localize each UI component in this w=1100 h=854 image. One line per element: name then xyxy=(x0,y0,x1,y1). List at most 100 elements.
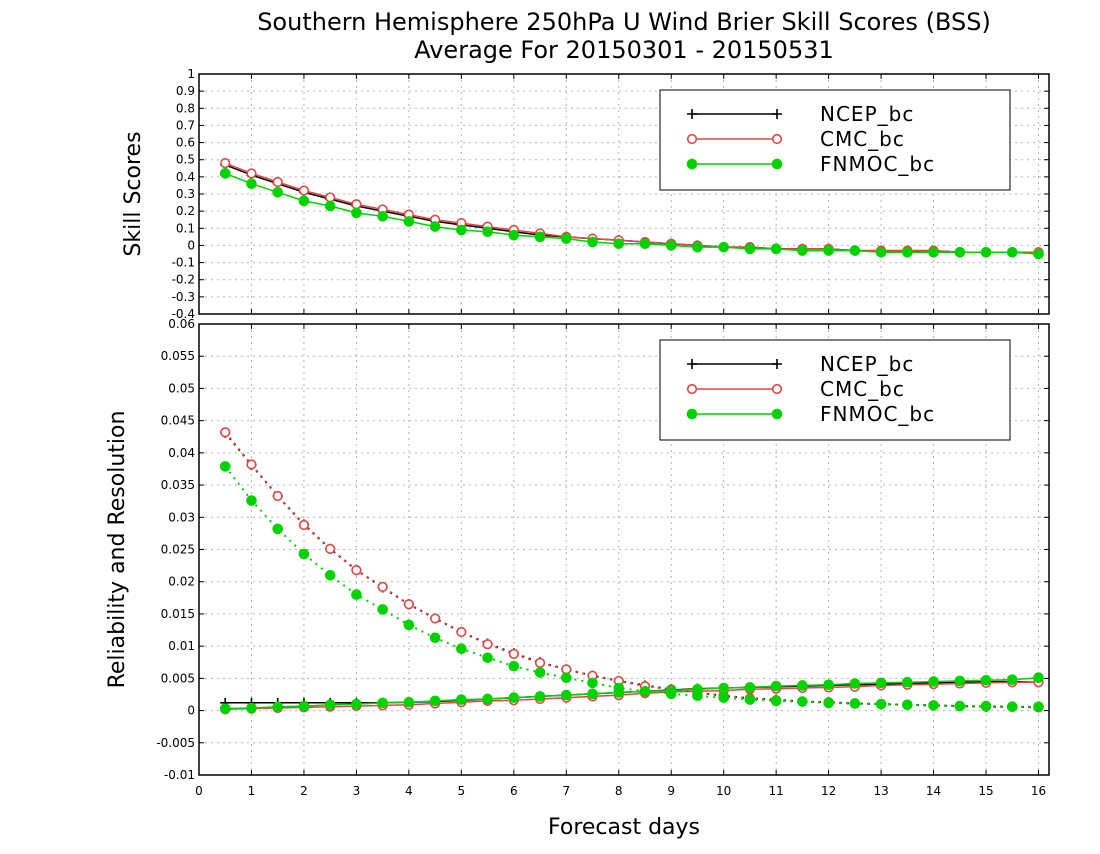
data-point xyxy=(325,192,336,203)
data-point xyxy=(665,685,677,696)
data-point xyxy=(797,245,808,256)
data-point xyxy=(797,696,808,707)
legend-item-fnmoc-bc: FNMOC_bc xyxy=(686,402,935,426)
data-point xyxy=(298,519,310,531)
data-point xyxy=(980,246,992,258)
chart-subtitle: Average For 20150301 - 20150531 xyxy=(414,36,834,64)
y-tick-label: 0.015 xyxy=(161,607,195,621)
plot-frame xyxy=(198,323,1050,776)
data-point xyxy=(456,626,467,638)
legend-label: CMC_bc xyxy=(820,127,905,151)
data-point xyxy=(613,687,625,698)
data-point xyxy=(508,660,520,672)
y-tick-label: 0.9 xyxy=(176,84,195,98)
y-tick-label: 0.005 xyxy=(161,671,195,685)
series-line xyxy=(224,431,1039,709)
x-tick-label: 7 xyxy=(562,784,570,798)
y-tick-label: 0.03 xyxy=(168,510,195,524)
legend-label: FNMOC_bc xyxy=(820,152,935,176)
data-point xyxy=(351,565,362,576)
legend-item-fnmoc-bc: FNMOC_bc xyxy=(686,152,935,176)
data-point xyxy=(849,678,861,689)
data-point xyxy=(561,664,572,675)
data-point xyxy=(482,693,493,705)
data-point xyxy=(456,643,467,655)
data-point xyxy=(560,672,572,684)
legend-label: FNMOC_bc xyxy=(820,402,935,426)
data-point xyxy=(403,619,415,631)
plot-frame xyxy=(198,73,1050,315)
data-point xyxy=(1006,674,1018,685)
y-tick-label: 0.025 xyxy=(161,543,195,557)
data-point xyxy=(351,199,362,210)
data-point xyxy=(508,229,520,241)
data-point xyxy=(482,226,493,238)
legend-marker xyxy=(771,158,783,170)
data-point xyxy=(560,233,572,244)
series-fnmoc-bc-reliability xyxy=(219,461,1044,713)
x-tick-label: 4 xyxy=(405,784,413,798)
data-point xyxy=(377,581,388,592)
data-point xyxy=(718,682,729,694)
data-point xyxy=(508,648,519,659)
data-point xyxy=(823,679,834,691)
data-point xyxy=(692,241,703,253)
data-point xyxy=(482,652,493,664)
x-tick-label: 0 xyxy=(195,784,203,798)
data-point xyxy=(875,677,887,689)
y-tick-label: 0.6 xyxy=(176,136,195,150)
data-point xyxy=(377,210,388,222)
legend-marker xyxy=(686,383,698,395)
data-point xyxy=(351,589,362,600)
data-point xyxy=(928,676,939,687)
data-point xyxy=(875,246,887,258)
data-point xyxy=(325,543,336,554)
data-point xyxy=(324,200,336,212)
data-point xyxy=(246,168,257,179)
x-tick-label: 9 xyxy=(667,784,675,798)
legend-item-cmc-bc: CMC_bc xyxy=(686,377,904,401)
legend-marker xyxy=(771,383,783,395)
data-point xyxy=(718,241,729,253)
data-point xyxy=(980,700,992,712)
series-ncep-bc-reliability xyxy=(220,427,1044,713)
series-fnmoc-bc-resolution xyxy=(219,672,1044,714)
y-tick-label: -0.005 xyxy=(156,736,195,750)
data-point xyxy=(744,682,756,693)
data-point xyxy=(298,185,310,196)
data-point xyxy=(219,703,231,714)
data-point xyxy=(692,684,703,695)
data-point xyxy=(246,702,257,714)
data-point xyxy=(770,680,782,692)
x-tick-label: 11 xyxy=(769,784,784,798)
x-tick-label: 14 xyxy=(926,784,941,798)
y-tick-label: 0.7 xyxy=(176,118,195,132)
y-tick-label: 1 xyxy=(187,67,195,81)
x-tick-label: 8 xyxy=(615,784,623,798)
data-point xyxy=(272,523,284,535)
y-axis-title: Skill Scores xyxy=(121,131,146,256)
legend-marker xyxy=(771,408,783,420)
series-fnmoc-bc xyxy=(219,168,1044,260)
y-tick-label: 0.045 xyxy=(161,414,195,428)
y-tick-label: -0.01 xyxy=(164,768,195,782)
data-point xyxy=(980,674,992,686)
data-point xyxy=(403,599,414,610)
legend-box xyxy=(659,89,1011,191)
legend-marker xyxy=(686,408,698,420)
data-point xyxy=(954,700,966,712)
legend-marker xyxy=(686,158,698,170)
legend-item-ncep-bc: NCEP_bc xyxy=(687,352,913,376)
data-point xyxy=(272,701,284,713)
data-point xyxy=(902,676,913,688)
legend-marker xyxy=(772,109,782,119)
y-tick-label: -0.2 xyxy=(172,273,195,287)
y-tick-label: 0.2 xyxy=(176,204,195,218)
data-point xyxy=(770,695,782,707)
legend-item-ncep-bc: NCEP_bc xyxy=(687,102,913,126)
data-point xyxy=(928,700,939,711)
y-tick-label: 0 xyxy=(187,238,195,252)
y-tick-label: -0.4 xyxy=(172,307,195,321)
